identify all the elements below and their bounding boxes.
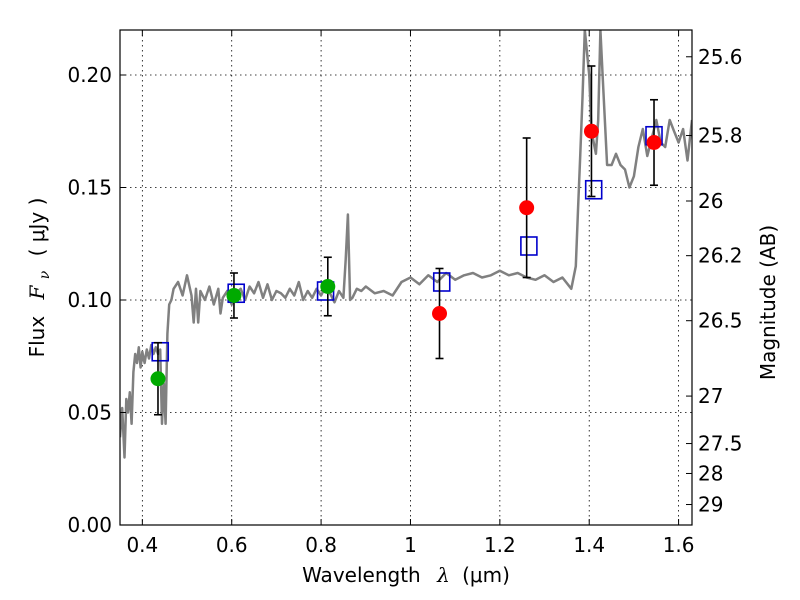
y-tick-label: 0.10 [67,288,112,312]
y-tick-label: 0.05 [67,401,112,425]
y2-tick-label: 27 [698,384,723,408]
x-tick-label: 1.2 [484,533,516,557]
y2-tick-label: 25.6 [698,45,743,69]
y2-tick-label: 29 [698,493,723,517]
x-tick-label: 1.4 [573,533,605,557]
photometry-point [150,371,166,387]
y2-axis-title: Magnitude (AB) [756,225,780,380]
model-photometry-square [432,272,451,292]
y-tick-label: 0.15 [67,176,112,200]
x-tick-label: 0.4 [126,533,158,557]
photometry-point [432,306,448,321]
photometry-layer [150,65,663,416]
y2-tick-label: 25.8 [698,124,743,148]
x-tick-label: 1 [404,533,417,557]
y2-tick-label: 28 [698,461,723,485]
x-tick-label: 0.6 [216,533,248,557]
photometry-point [226,288,242,303]
y2-tick-label: 26 [698,189,723,213]
y-tick-label: 0.00 [67,513,112,537]
plot-frame [119,29,693,526]
axis-ticks: 0.4 0.6 0.8 1 1.2 1.4 1.6 0.00 0.05 0.10 0.15 0.20 2… [67,30,743,557]
photometry-point [519,200,535,216]
photometry-point [583,123,599,139]
x-axis-title: Wavelength λ (μm) [302,563,510,587]
x-tick-label: 1.6 [663,533,695,557]
photometry-point [646,135,662,150]
y-axis-title: Flux F ν ( μJy ) [25,198,54,358]
y-tick-label: 0.20 [67,63,112,87]
photometry-point [320,279,336,294]
model-photometry-square [584,179,603,200]
x-tick-label: 0.8 [305,533,337,557]
sed-curve-layer [120,30,692,459]
y2-tick-label: 26.5 [698,309,743,333]
model-photometry-square [520,236,538,256]
sed-model-line [120,30,692,459]
y2-tick-label: 27.5 [698,432,743,456]
y2-tick-label: 26.2 [698,244,743,268]
